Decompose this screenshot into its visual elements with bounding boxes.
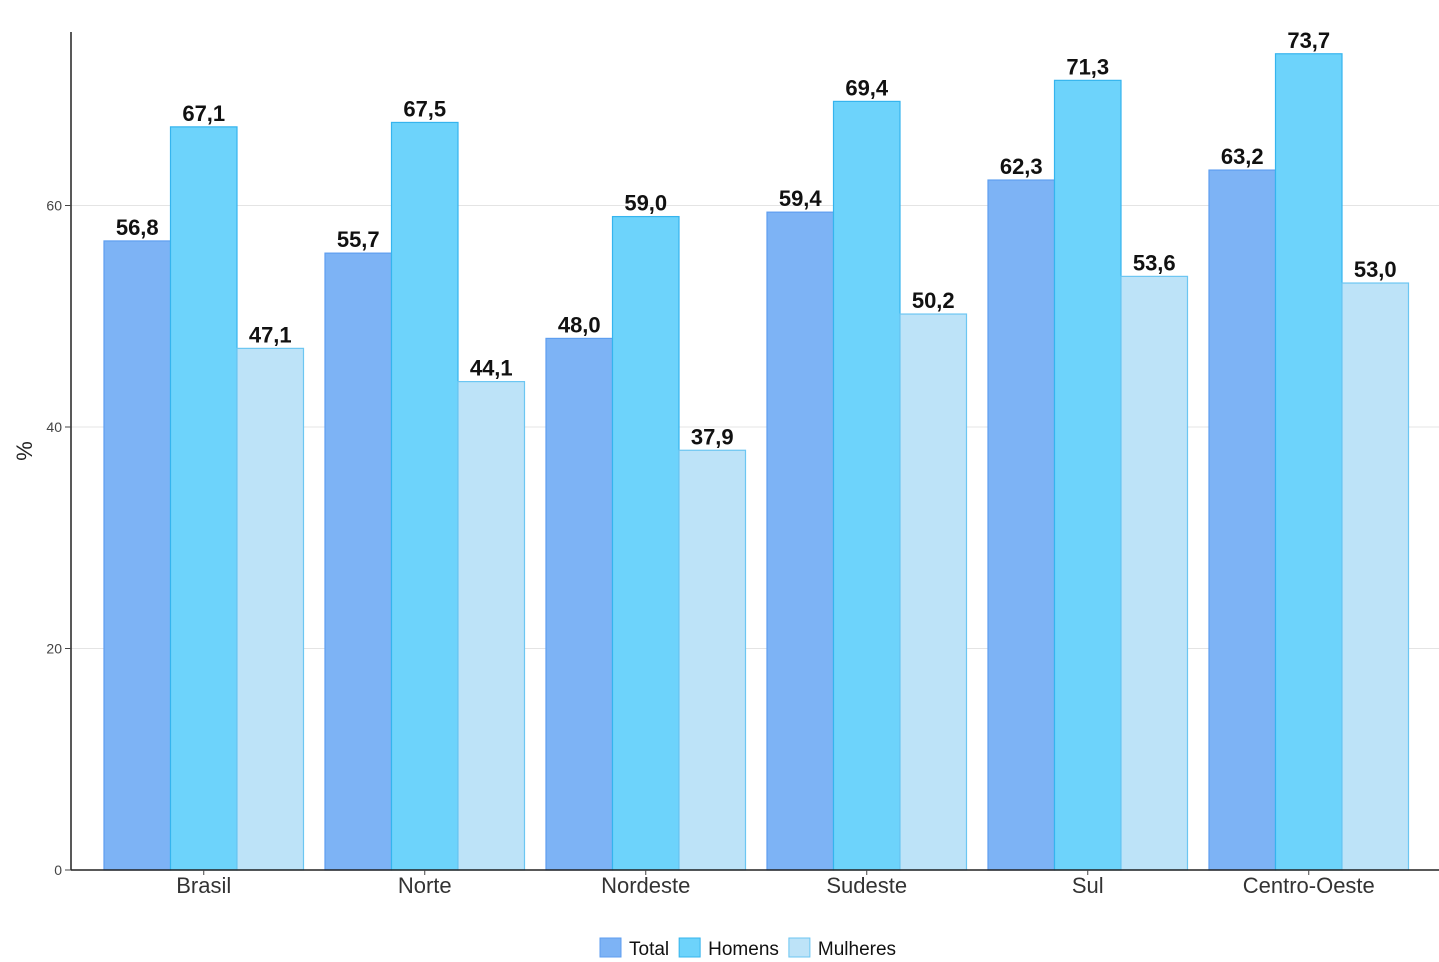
data-label: 53,6 [1133, 250, 1176, 275]
y-tick-label: 0 [54, 862, 62, 878]
data-label: 37,9 [691, 424, 734, 449]
data-label: 69,4 [845, 75, 889, 100]
data-label: 55,7 [337, 227, 380, 252]
data-label: 59,0 [624, 191, 667, 216]
y-tick-label: 20 [46, 641, 62, 657]
axes [70, 32, 1439, 871]
y-tick-label: 60 [46, 198, 62, 214]
data-label: 71,3 [1066, 54, 1109, 79]
data-label: 67,1 [182, 101, 225, 126]
bar-mulheres-1 [457, 380, 526, 871]
data-label: 62,3 [1000, 154, 1043, 179]
bars [103, 53, 1410, 871]
x-axis-ticks: Brasil Norte Nordeste Sudeste Sul Centro-Oest… [176, 870, 1375, 898]
data-label: 50,2 [912, 288, 955, 313]
bar-total-4 [987, 179, 1056, 871]
bar-homens-3 [832, 100, 901, 871]
x-tick-label: Brasil [176, 873, 231, 898]
legend-label: Homens [708, 939, 779, 960]
legend-label: Total [629, 939, 669, 960]
x-tick-label: Nordeste [601, 873, 690, 898]
legend-swatch [678, 937, 701, 958]
bar-mulheres-0 [236, 347, 305, 871]
data-label: 53,0 [1354, 257, 1397, 282]
legend: Total Homens Mulheres [599, 937, 896, 960]
data-label: 67,5 [403, 96, 446, 121]
data-label: 73,7 [1287, 28, 1330, 53]
data-labels: 56,8 67,1 47,1 55,7 67,5 44,1 48,0 59,0 37,9 59,4… [116, 28, 1397, 449]
y-axis-title: % [12, 441, 37, 461]
bar-total-2 [545, 337, 614, 871]
data-label: 63,2 [1221, 144, 1264, 169]
bar-mulheres-2 [678, 449, 747, 871]
bar-total-0 [103, 240, 172, 871]
y-tick-label: 40 [46, 419, 62, 435]
bar-total-5 [1208, 169, 1277, 871]
y-axis-ticks: 0 20 40 60 [46, 198, 71, 878]
bar-total-3 [766, 211, 835, 871]
x-tick-label: Norte [398, 873, 452, 898]
bar-homens-0 [169, 126, 238, 871]
bar-homens-1 [390, 121, 459, 871]
bar-mulheres-3 [899, 313, 968, 871]
x-tick-label: Sul [1072, 873, 1104, 898]
bar-homens-5 [1274, 53, 1343, 871]
data-label: 48,0 [558, 312, 601, 337]
data-label: 56,8 [116, 215, 159, 240]
bar-mulheres-5 [1341, 282, 1410, 871]
data-label: 59,4 [779, 186, 823, 211]
data-label: 44,1 [470, 356, 513, 381]
x-tick-label: Centro-Oeste [1243, 873, 1375, 898]
data-label: 47,1 [249, 322, 292, 347]
legend-label: Mulheres [818, 939, 896, 960]
bar-homens-2 [611, 215, 680, 871]
bar-total-1 [324, 252, 393, 871]
bar-homens-4 [1053, 79, 1122, 871]
legend-swatch [788, 937, 811, 958]
bar-mulheres-4 [1120, 275, 1189, 871]
x-tick-label: Sudeste [826, 873, 907, 898]
legend-swatch [599, 937, 622, 958]
